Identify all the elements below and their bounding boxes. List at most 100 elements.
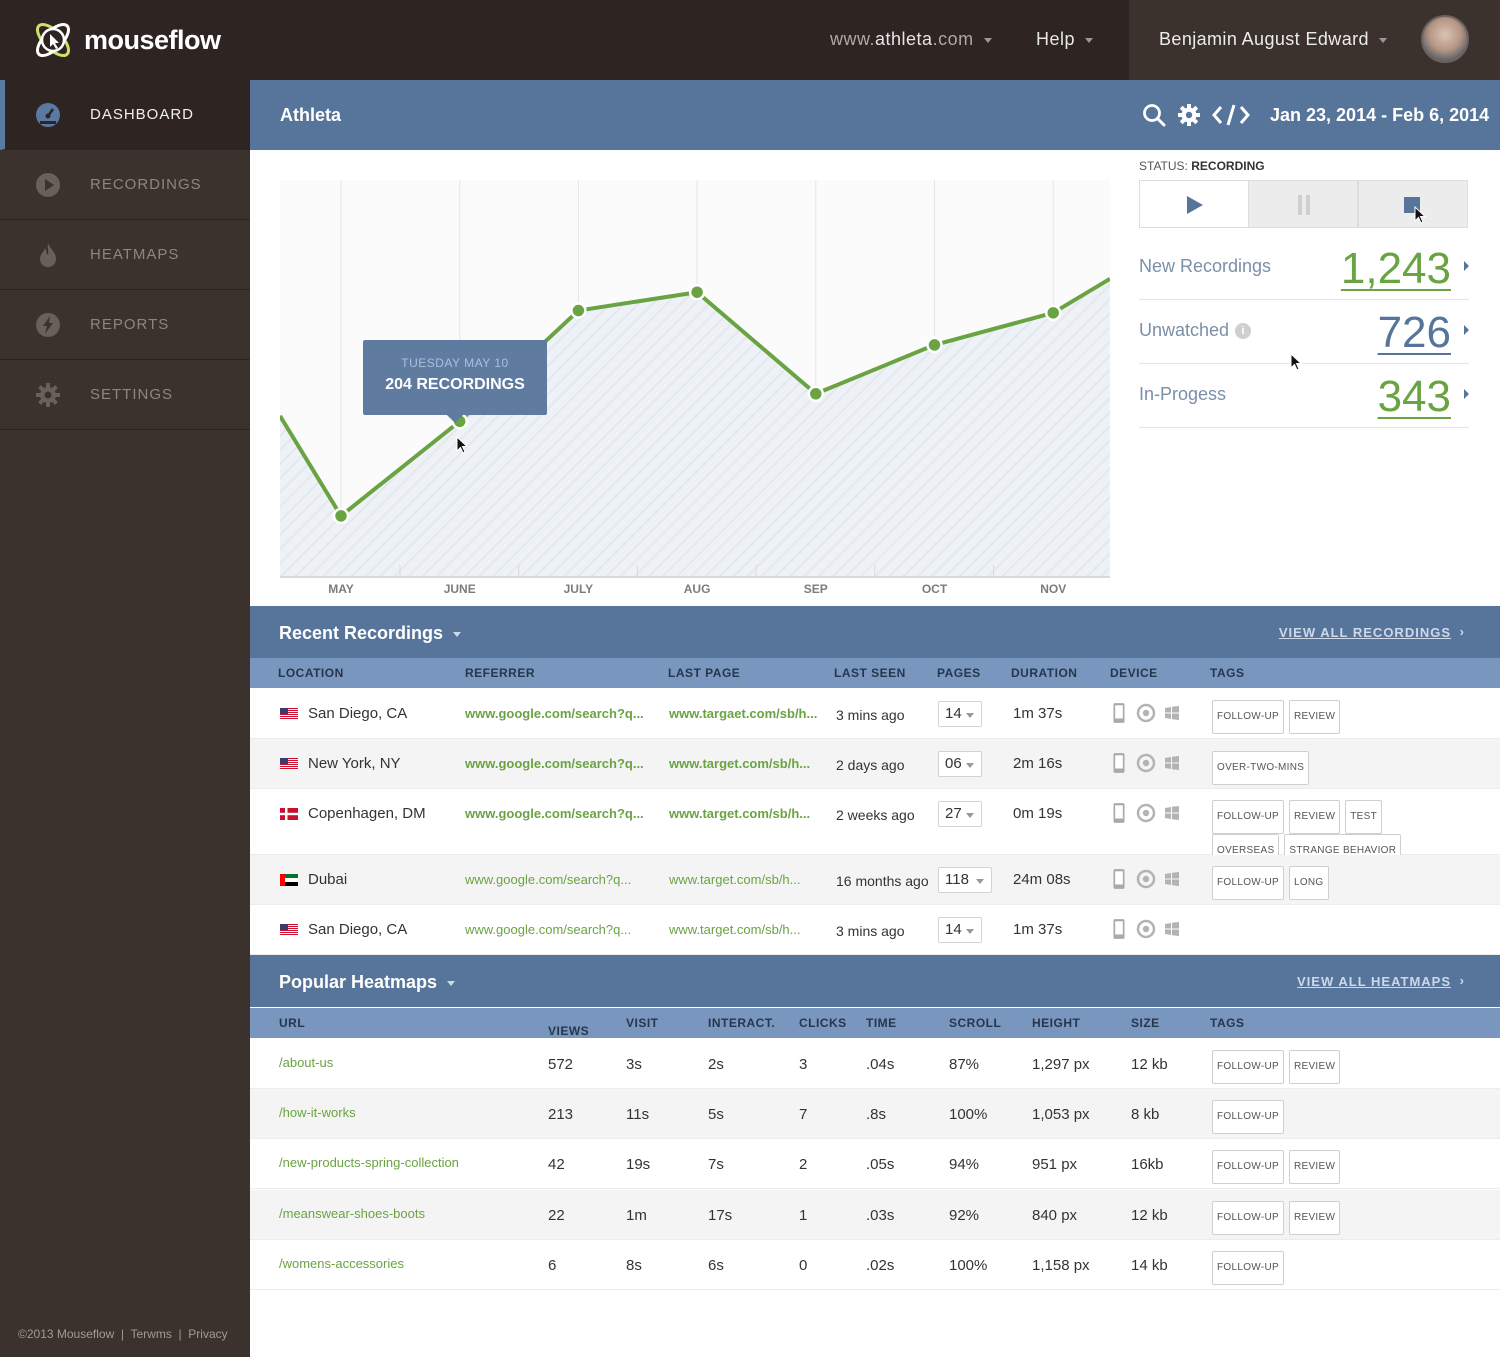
heatmap-url-link[interactable]: /how-it-works xyxy=(279,1105,356,1121)
terms-link[interactable]: Terwms xyxy=(130,1327,172,1341)
table-row[interactable]: Dubai www.google.com/search?q... www.targe… xyxy=(250,855,1500,905)
table-row[interactable]: New York, NY www.google.com/search?q... ww… xyxy=(250,739,1500,789)
col-referrer[interactable]: REFERRER xyxy=(465,666,536,680)
chart-point[interactable] xyxy=(688,283,706,301)
view-all-heatmaps-link[interactable]: VIEW ALL HEATMAPS xyxy=(1297,973,1465,989)
stop-button[interactable] xyxy=(1358,180,1468,228)
col-tags[interactable]: TAGS xyxy=(1210,666,1245,680)
tag-chip[interactable]: FOLLOW-UP xyxy=(1212,1100,1284,1135)
avatar[interactable] xyxy=(1421,15,1469,63)
stat-new-recordings[interactable]: New Recordings 1,243 xyxy=(1139,236,1469,300)
heatmap-url-link[interactable]: /new-products-spring-collection xyxy=(279,1155,459,1171)
referrer-link[interactable]: www.google.com/search?q... xyxy=(465,706,644,721)
tag-chip[interactable]: FOLLOW-UP xyxy=(1212,800,1284,834)
sidebar-item-dashboard[interactable]: DASHBOARD xyxy=(0,80,250,150)
table-row[interactable]: Copenhagen, DM www.google.com/search?q...… xyxy=(250,789,1500,868)
stat-in-progress[interactable]: In-Progess 343 xyxy=(1139,364,1469,428)
col-time[interactable]: TIME xyxy=(866,1016,897,1030)
view-all-recordings-link[interactable]: VIEW ALL RECORDINGS xyxy=(1279,624,1465,640)
referrer-link[interactable]: www.google.com/search?q... xyxy=(465,756,644,771)
last-page-link[interactable]: www.target.com/sb/h... xyxy=(669,872,801,887)
tag-chip[interactable]: FOLLOW-UP xyxy=(1212,1050,1284,1084)
logo[interactable]: mouseflow xyxy=(30,18,221,62)
last-page-link[interactable]: www.targaet.com/sb/h... xyxy=(669,706,818,721)
table-row[interactable]: San Diego, CA www.google.com/search?q... w… xyxy=(250,905,1500,955)
tag-chip[interactable]: FOLLOW-UP xyxy=(1212,1200,1284,1235)
chart-point[interactable] xyxy=(332,507,350,525)
col-clicks[interactable]: CLICKS xyxy=(799,1016,847,1030)
last-page-link[interactable]: www.target.com/sb/h... xyxy=(669,922,801,937)
referrer-link[interactable]: www.google.com/search?q... xyxy=(465,922,632,937)
info-icon[interactable]: i xyxy=(1235,323,1252,339)
col-pages[interactable]: PAGES xyxy=(937,666,981,680)
col-interact[interactable]: INTERACT. xyxy=(708,1016,776,1030)
tag-chip[interactable]: REVIEW xyxy=(1288,1050,1341,1084)
pages-select[interactable]: 14 xyxy=(938,701,982,727)
tag-chip[interactable]: OVER-TWO-MINS xyxy=(1212,751,1310,785)
code-embed-icon[interactable] xyxy=(1212,102,1250,128)
pages-select[interactable]: 118 xyxy=(938,867,992,893)
tag-chip[interactable]: FOLLOW-UP xyxy=(1212,1250,1284,1285)
col-scroll[interactable]: SCROLL xyxy=(949,1016,1002,1030)
table-row[interactable]: /meanswear-shoes-boots 22 1m 17s 1 .03s 92% 840… xyxy=(250,1189,1500,1240)
pause-button[interactable] xyxy=(1248,180,1358,228)
user-name-wrap: Benjamin August Edward xyxy=(1159,29,1387,50)
search-icon[interactable] xyxy=(1141,102,1167,128)
col-duration[interactable]: DURATION xyxy=(1011,666,1078,680)
col-last-seen[interactable]: LAST SEEN xyxy=(834,666,906,680)
privacy-link[interactable]: Privacy xyxy=(188,1327,228,1341)
tag-chip[interactable]: REVIEW xyxy=(1288,1200,1341,1235)
sidebar-item-heatmaps[interactable]: HEATMAPS xyxy=(0,220,250,290)
tag-chip[interactable]: TEST xyxy=(1345,800,1382,834)
table-row[interactable]: /how-it-works 213 11s 5s 7 .8s 100% 1,053 px 8 k… xyxy=(250,1089,1500,1140)
col-views-label: VIEWS xyxy=(548,1024,590,1038)
pages-select[interactable]: 14 xyxy=(938,917,982,943)
section-title[interactable]: Popular Heatmaps xyxy=(279,972,456,993)
col-url[interactable]: URL xyxy=(279,1016,306,1030)
col-tags[interactable]: TAGS xyxy=(1210,1016,1245,1030)
play-button[interactable] xyxy=(1139,180,1249,228)
heatmap-url-link[interactable]: /about-us xyxy=(279,1055,334,1070)
section-title[interactable]: Recent Recordings xyxy=(279,623,462,644)
referrer-link[interactable]: www.google.com/search?q... xyxy=(465,872,632,887)
stat-unwatched[interactable]: Unwatched i 726 xyxy=(1139,300,1469,364)
site-selector[interactable]: www.athleta.com xyxy=(830,29,992,50)
tag-chip[interactable]: FOLLOW-UP xyxy=(1212,1150,1284,1185)
pages-select[interactable]: 06 xyxy=(938,751,982,777)
last-page-link[interactable]: www.target.com/sb/h... xyxy=(669,806,811,821)
col-size[interactable]: SIZE xyxy=(1131,1016,1160,1030)
col-last-page[interactable]: LAST PAGE xyxy=(668,666,741,680)
chart-point[interactable] xyxy=(1044,304,1062,322)
table-row[interactable]: /womens-accessories 6 8s 6s 0 .02s 100% 1,158 p… xyxy=(250,1240,1500,1290)
heatmap-clicks-cell: 1 xyxy=(799,1206,808,1224)
col-visit[interactable]: VISIT xyxy=(626,1016,659,1030)
stat-label-wrap: Unwatched i xyxy=(1139,320,1252,341)
table-row[interactable]: /new-products-spring-collection 42 19s 7s 2.… xyxy=(250,1139,1500,1190)
col-location[interactable]: LOCATION xyxy=(278,666,344,680)
referrer-link[interactable]: www.google.com/search?q... xyxy=(465,806,644,821)
sidebar-item-settings[interactable]: SETTINGS xyxy=(0,360,250,430)
chart-point[interactable] xyxy=(926,336,943,354)
pages-select[interactable]: 27 xyxy=(938,801,982,827)
tag-chip[interactable]: REVIEW xyxy=(1288,800,1341,834)
help-menu[interactable]: Help xyxy=(1036,29,1094,50)
tag-chip[interactable]: LONG xyxy=(1288,866,1329,900)
chart-point[interactable] xyxy=(570,302,587,319)
sidebar-item-recordings[interactable]: RECORDINGS xyxy=(0,150,250,220)
user-menu[interactable]: Benjamin August Edward xyxy=(1129,0,1500,80)
col-height[interactable]: HEIGHT xyxy=(1032,1016,1081,1030)
tag-chip[interactable]: FOLLOW-UP xyxy=(1212,700,1284,734)
tag-chip[interactable]: REVIEW xyxy=(1288,1150,1341,1185)
table-row[interactable]: /about-us 572 3s 2s 3 .04s 87% 1,297 px 12 kb FOL… xyxy=(250,1039,1500,1089)
heatmap-url-link[interactable]: /womens-accessories xyxy=(279,1255,404,1271)
gear-icon[interactable] xyxy=(1176,102,1202,128)
col-device[interactable]: DEVICE xyxy=(1110,666,1158,680)
table-row[interactable]: San Diego, CA www.google.com/search?q... w… xyxy=(250,689,1500,739)
chart-point[interactable] xyxy=(807,385,825,403)
sidebar-item-reports[interactable]: REPORTS xyxy=(0,290,250,360)
date-range-picker[interactable]: Jan 23, 2014 - Feb 6, 2014 xyxy=(1270,105,1490,125)
last-page-link[interactable]: www.target.com/sb/h... xyxy=(669,756,811,771)
tag-chip[interactable]: REVIEW xyxy=(1288,700,1341,734)
heatmap-url-link[interactable]: /meanswear-shoes-boots xyxy=(279,1205,425,1221)
tag-chip[interactable]: FOLLOW-UP xyxy=(1212,866,1284,900)
